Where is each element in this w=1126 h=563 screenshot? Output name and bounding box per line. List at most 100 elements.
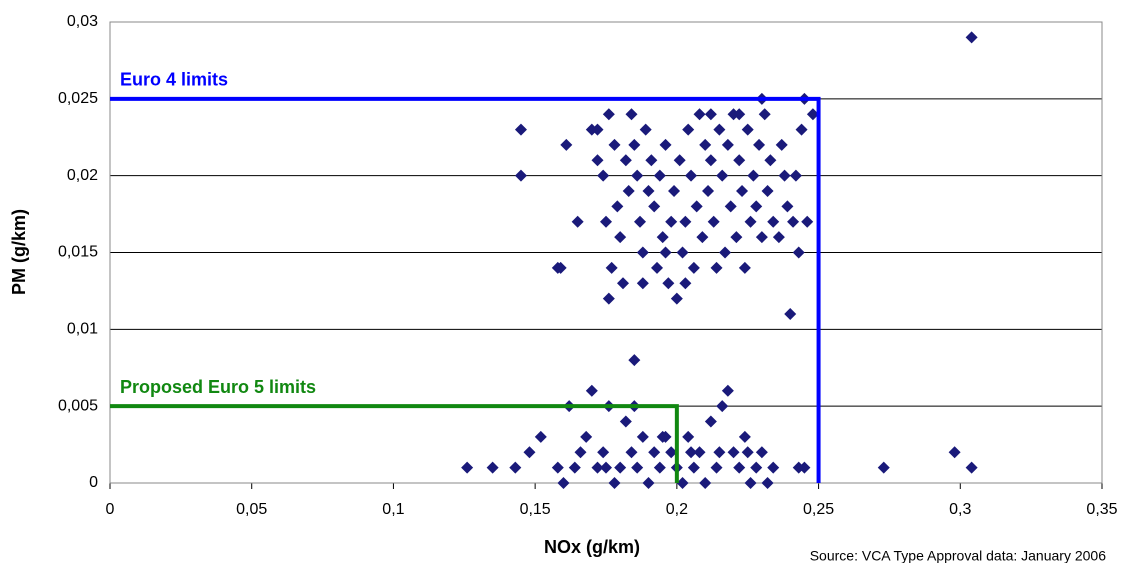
point <box>687 461 700 474</box>
point <box>676 246 689 259</box>
point <box>662 277 675 290</box>
point <box>648 446 661 459</box>
limit-line <box>110 404 679 483</box>
point <box>806 108 819 121</box>
point <box>611 200 624 213</box>
x-tick-label: 0,15 <box>520 501 551 518</box>
point <box>719 246 732 259</box>
point <box>679 277 692 290</box>
point <box>775 138 788 151</box>
point <box>619 154 632 167</box>
point <box>648 200 661 213</box>
point <box>877 461 890 474</box>
point <box>733 154 746 167</box>
point <box>690 200 703 213</box>
point <box>687 261 700 274</box>
point <box>614 461 627 474</box>
point <box>634 215 647 228</box>
point <box>738 430 751 443</box>
point <box>591 461 604 474</box>
point <box>628 354 641 367</box>
point <box>755 446 768 459</box>
x-tick-label: 0,25 <box>803 501 834 518</box>
point <box>682 123 695 136</box>
point <box>965 31 978 44</box>
y-tick-label: 0,03 <box>67 13 98 30</box>
point <box>704 154 717 167</box>
point <box>631 461 644 474</box>
point <box>514 169 527 182</box>
point <box>696 231 709 244</box>
point <box>707 215 720 228</box>
point <box>747 169 760 182</box>
point <box>758 108 771 121</box>
point <box>557 477 570 489</box>
point <box>685 446 698 459</box>
point <box>591 123 604 136</box>
y-tick-label: 0,005 <box>58 397 98 414</box>
point <box>761 477 774 489</box>
point <box>602 292 615 305</box>
point <box>653 461 666 474</box>
point <box>750 461 763 474</box>
point <box>665 215 678 228</box>
point <box>600 215 612 228</box>
point <box>761 185 774 198</box>
source-note: Source: VCA Type Approval data: January … <box>810 548 1106 563</box>
x-tick-label: 0,05 <box>236 501 267 518</box>
point <box>628 138 641 151</box>
point <box>534 430 547 443</box>
point <box>767 215 780 228</box>
point <box>767 461 780 474</box>
y-tick-label: 0,02 <box>67 167 98 184</box>
point <box>716 400 729 413</box>
point <box>600 461 612 474</box>
point <box>625 446 638 459</box>
point <box>651 261 664 274</box>
point <box>597 169 610 182</box>
point <box>676 477 689 489</box>
y-tick-label: 0,025 <box>58 90 98 107</box>
point <box>571 215 584 228</box>
point <box>631 169 644 182</box>
point <box>642 477 655 489</box>
point <box>619 415 632 428</box>
point <box>713 123 726 136</box>
point <box>642 185 655 198</box>
point <box>668 185 681 198</box>
point <box>798 461 811 474</box>
x-tick-label: 0,3 <box>949 501 971 518</box>
point <box>645 154 658 167</box>
point <box>554 261 567 274</box>
point <box>656 430 669 443</box>
point <box>568 461 581 474</box>
point <box>685 169 698 182</box>
point <box>704 415 717 428</box>
point <box>656 231 669 244</box>
point <box>617 277 630 290</box>
point <box>716 169 729 182</box>
y-axis-label: PM (g/km) <box>9 209 29 295</box>
point <box>721 138 734 151</box>
point <box>514 123 527 136</box>
point <box>486 461 499 474</box>
point <box>741 446 754 459</box>
limit-line <box>110 96 821 483</box>
point <box>727 446 740 459</box>
plot-border <box>109 21 1103 484</box>
point <box>948 446 961 459</box>
point <box>741 123 754 136</box>
point <box>509 461 522 474</box>
point <box>792 246 805 259</box>
limit-label: Proposed Euro 5 limits <box>120 377 316 397</box>
point <box>721 384 734 397</box>
point <box>789 169 802 182</box>
point <box>736 185 749 198</box>
point <box>605 261 618 274</box>
point <box>702 185 715 198</box>
point <box>764 154 777 167</box>
point <box>730 231 743 244</box>
point <box>693 108 706 121</box>
x-axis-label: NOx (g/km) <box>544 537 640 557</box>
point <box>795 123 808 136</box>
